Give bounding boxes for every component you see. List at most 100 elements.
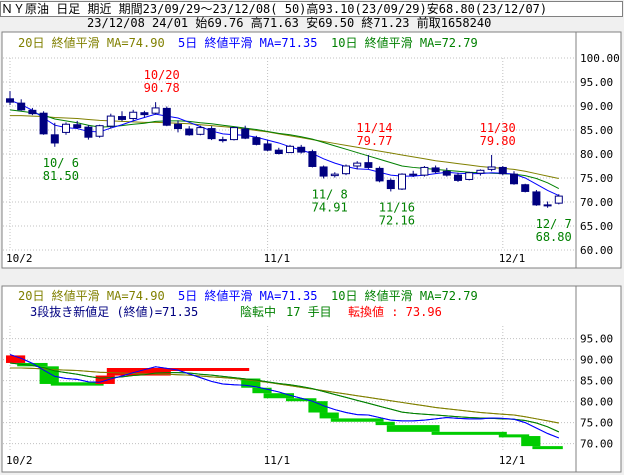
- candle-body: [28, 109, 37, 115]
- candle-body: [398, 173, 406, 190]
- upper-y-tick-label: 80.00: [580, 148, 613, 161]
- annotation-date: 11/16: [379, 200, 415, 214]
- upper-y-tick-label: 100.00: [580, 52, 620, 65]
- candle-body: [330, 173, 339, 177]
- candle-body: [241, 128, 250, 139]
- upper-y-tick-label: 60.00: [580, 244, 613, 257]
- legend-ma20-lower: 20日 終値平滑 MA=74.90: [18, 288, 165, 303]
- annotation-date: 12/ 7: [536, 217, 572, 231]
- annotation-value: 81.50: [43, 169, 79, 183]
- candle-body: [185, 128, 194, 136]
- candle-body: [319, 166, 328, 177]
- lower-y-tick-label: 80.00: [580, 396, 613, 409]
- lower-x-tick-label: 11/1: [264, 454, 291, 467]
- line-break-brick: [532, 446, 563, 450]
- line-break-brick: [17, 362, 48, 367]
- line-break-brick: [330, 418, 384, 422]
- candle-body: [84, 126, 93, 138]
- upper-grid: 100.00 95.00 90.00 85.00 80.00 75.00 70.00 65.0…: [3, 52, 620, 265]
- upper-ma20-line: [10, 115, 559, 179]
- line-break-brick: [263, 393, 294, 399]
- candle-body: [151, 107, 160, 114]
- candle-body: [442, 170, 451, 176]
- candle-body: [140, 112, 149, 116]
- lower-ma20-overlay: [10, 367, 559, 424]
- candle-body: [95, 125, 104, 137]
- legend-ma5: 5日 終値平滑 MA=71.35: [178, 35, 317, 50]
- line-break-brick: [521, 436, 541, 447]
- candle-body: [409, 173, 418, 176]
- annotation-date: 10/20: [144, 68, 180, 82]
- candle-body: [106, 115, 115, 127]
- candle-body: [554, 195, 563, 204]
- upper-y-tick-label: 95.00: [580, 76, 613, 89]
- candle-body: [162, 107, 171, 126]
- annotation-value: 79.77: [356, 134, 392, 148]
- lower-y-tick-label: 70.00: [580, 438, 613, 451]
- candle-body: [39, 112, 48, 135]
- candle-body: [50, 134, 59, 144]
- lower-grid: 95.00 90.00 85.00 80.00 75.00 70.00 10/2 11/1 12…: [3, 326, 613, 467]
- legend-ma5-lower: 5日 終値平滑 MA=71.35: [178, 288, 317, 303]
- upper-y-tick-label: 70.00: [580, 196, 613, 209]
- annotation-date: 10/ 6: [43, 156, 79, 170]
- lower-ma5-overlay: [9, 354, 559, 439]
- candle-body: [196, 127, 205, 135]
- quote-summary: 23/12/08 24/01 始69.76 高71.63 安69.50 終71.…: [87, 16, 492, 30]
- candle-body: [521, 184, 530, 192]
- upper-x-tick-label: 10/2: [6, 252, 33, 265]
- annotation-value: 74.91: [312, 200, 348, 214]
- line-break-brick: [431, 431, 507, 435]
- candle-body: [297, 146, 306, 153]
- line-break-brick: [95, 375, 115, 384]
- line-break-brick: [386, 425, 440, 432]
- annotation-value: 90.78: [144, 81, 180, 95]
- line-break-brick: [375, 421, 395, 426]
- upper-panel-frame: [1, 31, 622, 269]
- line-break-brick: [106, 368, 171, 376]
- annotation-value: 72.16: [379, 213, 415, 227]
- candle-body: [342, 165, 350, 175]
- upper-y-tick-label: 90.00: [580, 100, 613, 113]
- lower-y-tick-label: 90.00: [580, 354, 613, 367]
- lower-x-tick-label: 10/2: [6, 454, 33, 467]
- candle-body: [476, 169, 485, 174]
- candle-body: [230, 127, 238, 141]
- line-break-brick: [498, 434, 530, 438]
- candle-body: [353, 162, 362, 167]
- candle-body: [286, 145, 294, 154]
- upper-x-tick-label: 11/1: [264, 252, 291, 265]
- candle-body: [454, 174, 462, 181]
- kagi-bar-count: 17 手目: [286, 305, 332, 319]
- lower-marks: [6, 354, 563, 450]
- lower-x-tick-label: 12/1: [499, 454, 526, 467]
- line-break-brick: [308, 401, 328, 413]
- line-break-brick: [6, 355, 26, 363]
- candle-body: [465, 172, 474, 180]
- annotation-date: 11/ 8: [312, 187, 348, 201]
- candle-body: [386, 179, 395, 190]
- candle-body: [263, 143, 272, 151]
- candle-body: [274, 149, 283, 155]
- candle-body: [375, 167, 384, 182]
- candle-body: [17, 102, 26, 111]
- upper-y-tick-label: 75.00: [580, 172, 613, 185]
- upper-x-tick-label: 12/1: [499, 252, 526, 265]
- kagi-reversal: 転換値 : 73.96: [348, 304, 442, 319]
- legend-ma10-lower: 10日 終値平滑 MA=72.79: [331, 288, 478, 303]
- annotation-value: 79.80: [480, 134, 516, 148]
- annotation-date: 11/14: [356, 121, 392, 135]
- candle-body: [252, 137, 261, 145]
- line-break-brick: [50, 382, 104, 386]
- lower-y-tick-label: 95.00: [580, 333, 613, 346]
- candle-body: [532, 191, 541, 206]
- legend-ma10: 10日 終値平滑 MA=72.79: [331, 35, 478, 50]
- upper-y-tick-label: 65.00: [580, 220, 613, 233]
- lower-ma10-overlay: [9, 362, 560, 433]
- candle-body: [498, 166, 507, 175]
- line-break-brick: [241, 378, 261, 388]
- line-break-brick: [162, 368, 250, 371]
- candle-body: [218, 139, 227, 142]
